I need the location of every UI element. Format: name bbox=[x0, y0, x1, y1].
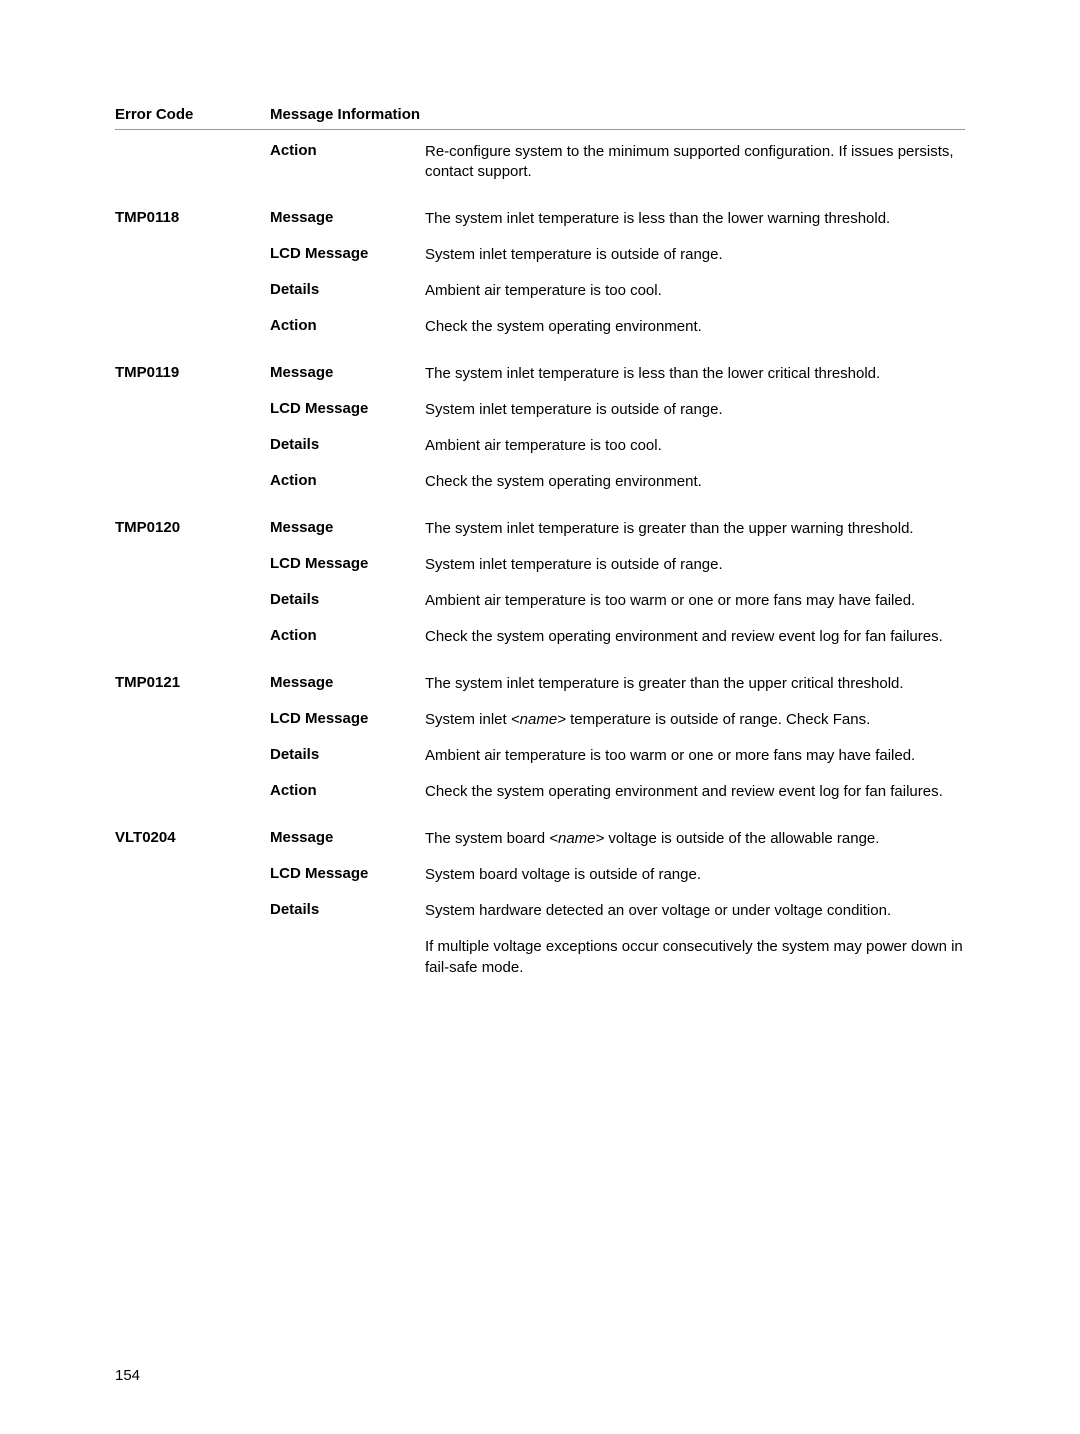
value-cell: If multiple voltage exceptions occur con… bbox=[425, 937, 965, 978]
field-label-cell: Message bbox=[270, 364, 425, 384]
value-cell: Ambient air temperature is too cool. bbox=[425, 281, 965, 301]
field-label-cell: Details bbox=[270, 281, 425, 301]
table-row: LCD MessageSystem board voltage is outsi… bbox=[115, 857, 965, 893]
error-code-cell bbox=[115, 142, 270, 183]
field-label-cell: Message bbox=[270, 519, 425, 539]
field-label-cell bbox=[270, 937, 425, 978]
error-code-cell bbox=[115, 281, 270, 301]
field-label-cell: Message bbox=[270, 674, 425, 694]
field-label-cell: Details bbox=[270, 901, 425, 921]
error-code-cell bbox=[115, 865, 270, 885]
value-cell: The system board <name> voltage is outsi… bbox=[425, 829, 965, 849]
value-cell: System inlet temperature is outside of r… bbox=[425, 245, 965, 265]
error-code-cell bbox=[115, 627, 270, 647]
value-cell: The system inlet temperature is greater … bbox=[425, 519, 965, 539]
field-label-cell: Message bbox=[270, 829, 425, 849]
value-cell: Check the system operating environment a… bbox=[425, 627, 965, 647]
value-cell: Ambient air temperature is too warm or o… bbox=[425, 591, 965, 611]
value-cell: The system inlet temperature is less tha… bbox=[425, 364, 965, 384]
value-cell: Check the system operating environment a… bbox=[425, 782, 965, 802]
error-code-cell bbox=[115, 710, 270, 730]
error-code-cell bbox=[115, 472, 270, 492]
page-number: 154 bbox=[115, 1367, 140, 1384]
error-code-cell bbox=[115, 746, 270, 766]
value-cell: The system inlet temperature is less tha… bbox=[425, 209, 965, 229]
value-cell: The system inlet temperature is greater … bbox=[425, 674, 965, 694]
error-code-cell bbox=[115, 245, 270, 265]
value-cell: System inlet temperature is outside of r… bbox=[425, 400, 965, 420]
error-code-cell: TMP0120 bbox=[115, 519, 270, 539]
table-row: DetailsSystem hardware detected an over … bbox=[115, 893, 965, 929]
table-row: LCD MessageSystem inlet temperature is o… bbox=[115, 392, 965, 428]
table-row: If multiple voltage exceptions occur con… bbox=[115, 929, 965, 986]
value-cell: Ambient air temperature is too warm or o… bbox=[425, 746, 965, 766]
field-label-cell: Action bbox=[270, 782, 425, 802]
table-row: DetailsAmbient air temperature is too co… bbox=[115, 428, 965, 464]
value-cell: System inlet temperature is outside of r… bbox=[425, 555, 965, 575]
table-row: LCD MessageSystem inlet temperature is o… bbox=[115, 547, 965, 583]
value-cell: System board voltage is outside of range… bbox=[425, 865, 965, 885]
error-code-cell: TMP0121 bbox=[115, 674, 270, 694]
field-label-cell: Details bbox=[270, 746, 425, 766]
value-cell: Ambient air temperature is too cool. bbox=[425, 436, 965, 456]
error-code-cell bbox=[115, 317, 270, 337]
table-row: TMP0120MessageThe system inlet temperatu… bbox=[115, 501, 965, 547]
error-code-cell bbox=[115, 782, 270, 802]
error-code-cell: VLT0204 bbox=[115, 829, 270, 849]
error-code-cell bbox=[115, 400, 270, 420]
error-code-cell bbox=[115, 591, 270, 611]
value-cell: Check the system operating environment. bbox=[425, 472, 965, 492]
field-label-cell: Message bbox=[270, 209, 425, 229]
field-label-cell: LCD Message bbox=[270, 865, 425, 885]
field-label-cell: Details bbox=[270, 436, 425, 456]
table-row: ActionCheck the system operating environ… bbox=[115, 464, 965, 500]
table-row: ActionCheck the system operating environ… bbox=[115, 774, 965, 810]
error-code-cell bbox=[115, 901, 270, 921]
field-label-cell: Details bbox=[270, 591, 425, 611]
table-row: LCD MessageSystem inlet <name> temperatu… bbox=[115, 702, 965, 738]
header-error-code: Error Code bbox=[115, 106, 270, 123]
document-page: Error Code Message Information ActionRe-… bbox=[0, 0, 1080, 1434]
field-label-cell: LCD Message bbox=[270, 555, 425, 575]
value-cell: System inlet <name> temperature is outsi… bbox=[425, 710, 965, 730]
table-row: LCD MessageSystem inlet temperature is o… bbox=[115, 237, 965, 273]
error-code-cell: TMP0119 bbox=[115, 364, 270, 384]
value-cell: System hardware detected an over voltage… bbox=[425, 901, 965, 921]
field-label-cell: Action bbox=[270, 142, 425, 183]
value-cell: Re-configure system to the minimum suppo… bbox=[425, 142, 965, 183]
table-row: DetailsAmbient air temperature is too wa… bbox=[115, 738, 965, 774]
table-header-row: Error Code Message Information bbox=[115, 98, 965, 130]
table-body: ActionRe-configure system to the minimum… bbox=[115, 134, 965, 986]
table-row: TMP0119MessageThe system inlet temperatu… bbox=[115, 346, 965, 392]
error-code-cell bbox=[115, 937, 270, 978]
error-code-cell bbox=[115, 436, 270, 456]
table-row: ActionRe-configure system to the minimum… bbox=[115, 134, 965, 191]
field-label-cell: LCD Message bbox=[270, 245, 425, 265]
error-code-cell bbox=[115, 555, 270, 575]
table-row: TMP0118MessageThe system inlet temperatu… bbox=[115, 191, 965, 237]
error-code-cell: TMP0118 bbox=[115, 209, 270, 229]
field-label-cell: Action bbox=[270, 317, 425, 337]
field-label-cell: LCD Message bbox=[270, 400, 425, 420]
table-row: DetailsAmbient air temperature is too wa… bbox=[115, 583, 965, 619]
field-label-cell: Action bbox=[270, 627, 425, 647]
table-row: VLT0204MessageThe system board <name> vo… bbox=[115, 811, 965, 857]
header-message-info: Message Information bbox=[270, 106, 965, 123]
table-row: TMP0121MessageThe system inlet temperatu… bbox=[115, 656, 965, 702]
table-row: DetailsAmbient air temperature is too co… bbox=[115, 273, 965, 309]
table-row: ActionCheck the system operating environ… bbox=[115, 309, 965, 345]
table-row: ActionCheck the system operating environ… bbox=[115, 619, 965, 655]
field-label-cell: LCD Message bbox=[270, 710, 425, 730]
field-label-cell: Action bbox=[270, 472, 425, 492]
value-cell: Check the system operating environment. bbox=[425, 317, 965, 337]
